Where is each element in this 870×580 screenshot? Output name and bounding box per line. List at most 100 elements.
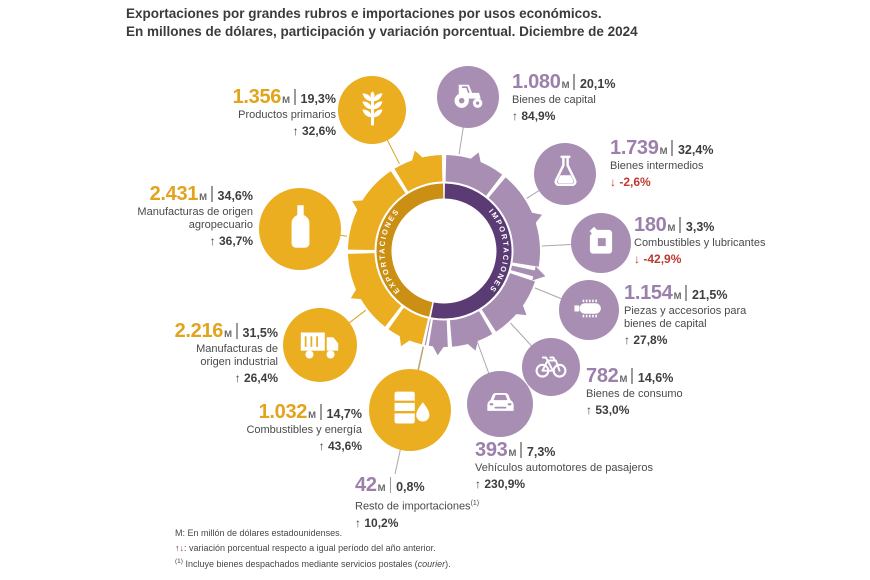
item-manufacturas-agropecuario: 2.431M 34,6% Manufacturas de origen agrope… <box>131 183 253 248</box>
variation-pct: -42,9% <box>643 252 682 266</box>
up-arrow-icon: ↑ <box>175 542 180 553</box>
variation-line: ↑ 84,9% <box>512 109 615 123</box>
variation-pct: 26,4% <box>243 371 278 385</box>
down-arrow-icon: ↓ <box>179 542 185 553</box>
category-label: Manufacturas de origen agropecuario <box>137 206 253 231</box>
variation-pct: -2,6% <box>619 175 651 189</box>
export-segment <box>394 155 443 192</box>
share-pct: 3,3% <box>685 220 715 234</box>
flask-icon <box>546 152 585 196</box>
exports-inner-ring <box>376 183 444 317</box>
unit-m: M <box>199 192 208 203</box>
category-label: Vehículos automotores de pasajeros <box>475 462 653 474</box>
up-arrow-icon: ↑ <box>475 477 481 491</box>
category-label: Resto de importaciones(1) <box>355 500 480 513</box>
share-pct: 7,3% <box>526 445 556 459</box>
chip-icon <box>570 289 608 332</box>
item-vehiculos-pasajeros: 393M 7,3% Vehículos automotores de pasajer… <box>475 439 653 491</box>
manufacturas-agropecuario-circle <box>259 188 341 270</box>
piezas-accesorios-circle <box>559 280 619 340</box>
export-segment <box>348 253 402 327</box>
value: 1.032 <box>258 401 308 423</box>
unit-m: M <box>659 146 668 157</box>
segment-notch <box>528 212 542 226</box>
oil-barrel-drop-icon <box>385 382 436 438</box>
tractor-icon <box>449 75 488 119</box>
value: 1.356 <box>232 86 282 108</box>
segment-notch <box>431 343 446 356</box>
divider <box>685 285 687 301</box>
share-pct: 19,3% <box>300 92 336 106</box>
category-label: Bienes intermedios <box>610 160 704 172</box>
import-segment <box>424 319 431 346</box>
bienes-consumo-circle <box>522 338 580 396</box>
item-combustibles-lubricantes: 180M 3,3% Combustibles y lubricantes ↓ -42,… <box>634 214 765 266</box>
wheat-icon <box>351 86 394 134</box>
unit-m: M <box>308 410 317 421</box>
variation-line: ↑ 10,2% <box>355 516 479 530</box>
up-arrow-icon: ↑ <box>355 515 361 530</box>
combustibles-energia-circle <box>369 369 451 451</box>
vehiculos-pasajeros-circle <box>467 371 533 437</box>
category-label: Piezas y accesorios para bienes de capit… <box>624 305 747 330</box>
segment-notch <box>350 286 365 300</box>
unit-m: M <box>561 80 570 91</box>
jerrycan-icon <box>582 222 620 265</box>
divider <box>211 186 213 202</box>
divider <box>389 477 392 493</box>
up-arrow-icon: ↑ <box>624 333 630 347</box>
down-arrow-icon: ↓ <box>610 175 616 189</box>
value: 180 <box>634 214 667 236</box>
variation-line: ↑ 36,7% <box>131 234 253 248</box>
variation-pct: 53,0% <box>595 403 630 417</box>
footnote-arrows: ↑↓: variación porcentual respecto a igua… <box>175 541 451 556</box>
share-pct: 21,5% <box>691 288 728 302</box>
variation-pct: 10,2% <box>364 515 399 530</box>
category-label: Combustibles y lubricantes <box>634 237 766 249</box>
share-pct: 20,1% <box>579 77 616 91</box>
up-arrow-icon: ↑ <box>586 403 592 417</box>
unit-m: M <box>224 329 233 340</box>
bottle-icon <box>275 201 326 257</box>
segment-notch <box>465 337 479 351</box>
category-label: Bienes de consumo <box>586 388 683 400</box>
item-piezas-accesorios: 1.154M 21,5% Piezas y accesorios para bien… <box>624 282 764 347</box>
variation-line: ↑ 43,6% <box>246 439 362 453</box>
unit-m: M <box>667 223 676 234</box>
footnotes: M: En millón de dólares estadounidenses.… <box>175 526 451 572</box>
footnote-sup: (1) <box>175 558 183 565</box>
value: 1.154 <box>624 282 673 304</box>
title-line1: Exportaciones por grandes rubros e impor… <box>126 6 602 21</box>
divider <box>236 323 238 339</box>
unit-m: M <box>673 291 682 302</box>
divider <box>294 89 296 105</box>
divider <box>320 404 322 420</box>
divider <box>679 217 681 233</box>
import-segment <box>481 273 535 332</box>
page-title: Exportaciones por grandes rubros e impor… <box>126 5 638 40</box>
segment-notch <box>512 302 527 316</box>
divider <box>671 140 673 156</box>
item-manufacturas-industrial: 2.216M 31,5% Manufacturas de origen indust… <box>166 320 278 385</box>
item-bienes-intermedios: 1.739M 32,4% Bienes intermedios ↓ -2,6% <box>610 137 713 189</box>
item-productos-primarios: 1.356M 19,3% Productos primarios ↑ 32,6% <box>233 86 336 138</box>
divider <box>520 442 522 458</box>
category-label: Combustibles y energía <box>246 424 362 436</box>
export-segment <box>388 307 428 345</box>
bienes-capital-circle <box>437 66 499 128</box>
productos-primarios-circle <box>338 76 406 144</box>
up-arrow-icon: ↑ <box>512 109 518 123</box>
title-line2: En millones de dólares, participación y … <box>126 23 638 39</box>
item-resto-importaciones: 42M 0,8% Resto de importaciones(1) ↑ 10,2% <box>355 474 479 530</box>
import-segment <box>488 177 541 267</box>
category-label: Manufacturas de origen industrial <box>196 343 278 368</box>
import-segment <box>449 311 493 347</box>
segment-notch <box>411 150 426 164</box>
manufacturas-industrial-circle <box>283 308 357 382</box>
footnote-courier: (1) Incluye bienes despachados mediante … <box>175 558 451 569</box>
up-arrow-icon: ↑ <box>234 371 241 385</box>
truck-icon <box>297 320 343 371</box>
value: 1.739 <box>610 137 659 159</box>
item-bienes-consumo: 782M 14,6% Bienes de consumo ↑ 53,0% <box>586 365 683 417</box>
